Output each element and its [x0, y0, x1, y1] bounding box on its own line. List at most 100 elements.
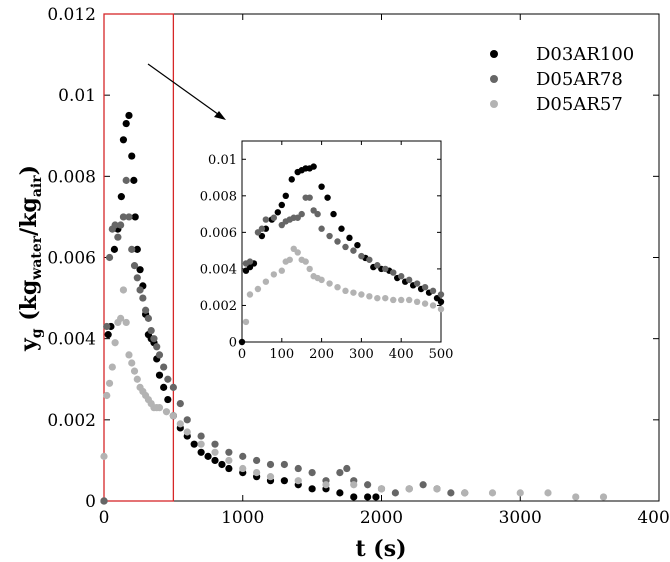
data-point-d05ar57	[334, 283, 341, 291]
data-point-d05ar78	[144, 314, 152, 322]
x-tick-label: 200	[309, 347, 334, 362]
y-tick-label: 0.008	[200, 189, 237, 204]
data-point-d03ar100	[288, 176, 295, 183]
data-point-d05ar57	[108, 363, 116, 371]
y-tick-label: 0.002	[47, 411, 96, 431]
data-point-d05ar78	[160, 363, 168, 371]
y-label-main: y	[16, 337, 42, 352]
legend-label-d05ar78: D05AR78	[536, 69, 623, 90]
data-point-d05ar78	[308, 468, 316, 477]
data-point-d05ar57	[197, 440, 205, 448]
data-point-d05ar78	[419, 481, 427, 489]
data-point-d05ar78	[405, 276, 413, 284]
data-point-d05ar57	[122, 318, 130, 327]
data-point-d05ar57	[433, 485, 441, 493]
data-point-d03ar100	[110, 245, 119, 253]
data-point-d05ar57	[117, 314, 125, 322]
data-point-d05ar78	[105, 253, 114, 262]
data-point-d03ar100	[308, 485, 316, 493]
x-tick-label: 0	[99, 508, 110, 528]
y-label-sub-air: air	[29, 175, 45, 197]
data-point-d03ar100	[324, 194, 331, 201]
data-point-d05ar57	[390, 296, 397, 304]
data-point-d05ar57	[322, 481, 330, 489]
data-point-d03ar100	[225, 464, 233, 473]
data-point-d05ar78	[239, 452, 247, 460]
data-point-d05ar57	[246, 291, 254, 298]
data-point-d03ar100	[104, 331, 112, 339]
y-label-slash: /kg	[16, 197, 42, 236]
data-point-d05ar57	[211, 448, 219, 456]
data-point-d05ar57	[342, 287, 349, 295]
data-point-d05ar78	[298, 210, 305, 218]
data-point-d05ar78	[103, 322, 111, 331]
data-point-d03ar100	[190, 440, 198, 448]
legend-marker-d03ar100	[490, 50, 498, 58]
data-point-d03ar100	[197, 448, 205, 456]
data-point-d05ar57	[374, 294, 381, 302]
data-point-d05ar78	[429, 287, 437, 295]
data-point-d05ar78	[262, 216, 270, 223]
data-point-d05ar78	[128, 245, 136, 253]
data-point-d05ar78	[246, 258, 254, 265]
data-point-d05ar57	[262, 278, 270, 285]
data-point-d05ar57	[278, 267, 285, 274]
data-point-d03ar100	[122, 119, 130, 128]
data-point-d05ar78	[197, 432, 205, 440]
x-tick-label: 2000	[360, 508, 403, 528]
zoom-region-box	[103, 13, 175, 502]
data-point-d05ar78	[306, 194, 313, 201]
legend-label-d03ar100: D03AR100	[536, 44, 634, 65]
data-point-d03ar100	[125, 111, 133, 120]
data-point-d05ar57	[350, 289, 357, 296]
x-tick-label: 3000	[499, 508, 542, 528]
y-label-open: (kg	[16, 280, 42, 329]
data-point-d03ar100	[136, 266, 144, 274]
data-point-d05ar78	[336, 468, 344, 477]
data-point-d05ar78	[150, 335, 158, 343]
data-point-d05ar57	[105, 379, 114, 387]
data-point-d05ar78	[366, 256, 373, 263]
data-point-d05ar57	[437, 305, 445, 313]
y-axis-label: yg (kgwater/kgair)	[16, 165, 45, 352]
data-point-d03ar100	[155, 371, 164, 379]
data-point-d05ar78	[119, 213, 128, 221]
data-point-d05ar57	[266, 473, 275, 481]
data-point-d05ar78	[382, 265, 389, 273]
y-label-close: )	[16, 165, 42, 175]
data-point-d05ar78	[111, 221, 119, 229]
data-point-d05ar57	[242, 318, 250, 326]
data-point-d05ar57	[130, 367, 139, 375]
data-point-d03ar100	[160, 383, 168, 391]
data-point-d05ar78	[253, 456, 261, 465]
data-point-d05ar78	[390, 269, 397, 276]
data-point-d05ar57	[294, 249, 301, 256]
data-point-d05ar78	[314, 210, 321, 218]
data-point-d05ar78	[374, 262, 381, 269]
data-point-d03ar100	[364, 493, 372, 501]
y-label-sub-water: water	[29, 235, 45, 280]
data-point-d05ar78	[125, 213, 133, 221]
data-point-d05ar78	[294, 464, 302, 473]
data-point-d05ar57	[225, 456, 233, 465]
data-point-d05ar78	[364, 481, 372, 489]
data-point-d05ar57	[366, 293, 373, 300]
data-point-d05ar57	[176, 420, 184, 428]
data-point-d05ar78	[270, 214, 278, 221]
data-point-d05ar57	[461, 489, 469, 497]
data-point-d05ar78	[136, 286, 144, 294]
data-point-d05ar78	[183, 416, 191, 424]
data-point-d05ar78	[114, 233, 122, 241]
inset-background	[242, 141, 441, 342]
data-point-d03ar100	[218, 460, 226, 469]
x-tick-label: 500	[429, 347, 454, 362]
data-point-d05ar57	[253, 468, 261, 477]
data-point-d05ar57	[544, 489, 552, 497]
data-point-d05ar78	[117, 221, 125, 229]
data-point-d05ar78	[318, 225, 325, 232]
data-point-d03ar100	[310, 163, 317, 170]
data-point-d05ar78	[343, 464, 351, 473]
data-point-d05ar57	[350, 481, 358, 489]
data-point-d03ar100	[372, 493, 380, 501]
data-point-d03ar100	[238, 338, 246, 346]
